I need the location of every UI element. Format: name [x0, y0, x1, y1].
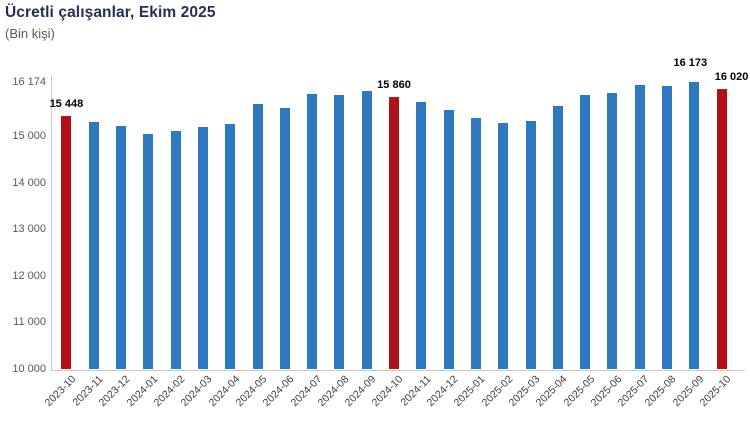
bar — [389, 96, 399, 370]
bar — [61, 115, 72, 370]
bar-data-label: 15 860 — [377, 78, 411, 91]
bar — [525, 120, 536, 370]
bar — [279, 108, 290, 370]
bar — [361, 91, 372, 370]
bar — [716, 89, 727, 370]
y-axis-tick-label: 15 000 — [12, 130, 46, 143]
bar — [225, 123, 236, 370]
bar-data-label: 16 173 — [673, 57, 708, 70]
y-axis-tick-label: 11 000 — [13, 316, 46, 329]
bar — [498, 122, 509, 370]
x-axis-tick-label: 2023-10 — [42, 373, 79, 410]
bar-data-label: 16 020 — [714, 71, 749, 84]
bar — [607, 92, 618, 370]
bar — [580, 94, 591, 370]
bar — [443, 110, 454, 370]
y-axis-tick-label: 13 000 — [12, 223, 46, 236]
bar — [197, 126, 208, 370]
bar — [470, 117, 481, 370]
y-axis-tick-label: 16 174 — [12, 75, 46, 88]
bar — [689, 82, 700, 370]
bar — [252, 104, 263, 370]
chart-title: Ücretli çalışanlar, Ekim 2025 — [5, 4, 216, 21]
y-axis-tick-label: 10 000 — [12, 363, 46, 375]
bar — [116, 125, 126, 370]
bar — [662, 86, 672, 370]
bar — [552, 105, 563, 370]
chart-subtitle: (Bin kişi) — [5, 26, 55, 41]
bar — [334, 94, 345, 370]
bar-data-label: 15 448 — [49, 97, 84, 110]
x-axis-line — [51, 369, 745, 371]
bar — [143, 134, 154, 370]
bar — [170, 131, 181, 370]
bar — [88, 121, 99, 370]
bar — [634, 84, 645, 370]
bar — [307, 93, 318, 370]
y-axis-tick-label: 14 000 — [12, 176, 46, 189]
y-axis-line — [51, 75, 52, 371]
bar — [416, 102, 427, 370]
y-axis-tick-label: 12 000 — [12, 269, 46, 282]
